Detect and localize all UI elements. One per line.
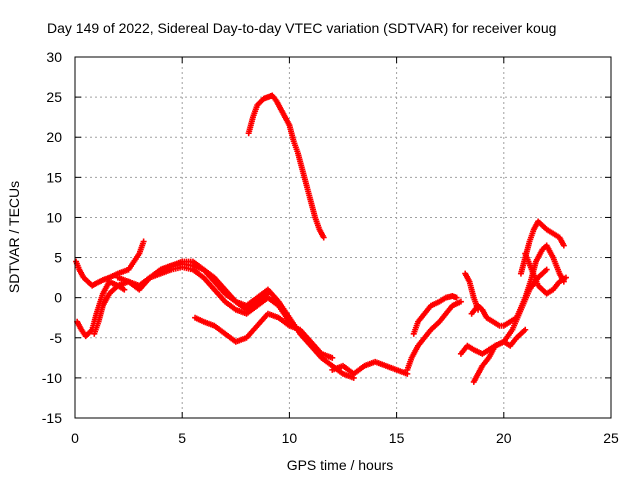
data-points [73,92,569,385]
y-tick-label: 25 [46,89,62,105]
data-point [562,274,569,281]
x-tick-label: 0 [71,430,79,446]
plot-frame [74,56,612,419]
series-arc-15 [522,250,569,297]
x-tick-label: 20 [496,430,512,446]
series-arc-16 [462,270,482,313]
x-tick-label: 15 [389,430,405,446]
series-arc-1 [73,238,147,289]
ticks: 0 5 10 15 20 25 -15 -10 -5 0 5 10 15 20 25 30 [42,49,619,446]
series-arc-12 [470,326,529,385]
data-point [475,306,482,313]
x-axis-label: GPS time / hours [287,457,394,473]
data-point [457,298,464,305]
y-tick-label: -10 [42,370,62,386]
grid [75,57,611,418]
data-point [543,266,550,273]
series-arc-7 [245,92,327,241]
x-tick-label: 25 [603,430,619,446]
y-tick-label: 5 [54,250,62,266]
y-tick-label: 30 [46,49,62,65]
y-tick-label: -15 [42,410,62,426]
y-axis-label: SDTVAR / TECUs [6,181,22,293]
y-tick-label: 15 [46,169,62,185]
series-arc-6 [192,310,336,361]
series-arc-5 [136,264,293,325]
data-point [329,354,336,361]
y-tick-label: 10 [46,209,62,225]
chart-title: Day 149 of 2022, Sidereal Day-to-day VTE… [47,20,556,36]
series-arc-9 [404,298,464,373]
data-point [522,326,529,333]
x-tick-label: 5 [178,430,186,446]
y-tick-label: 0 [54,290,62,306]
data-point [560,242,567,249]
y-tick-label: 20 [46,129,62,145]
data-point [140,238,147,245]
y-tick-label: -5 [50,330,63,346]
data-point [453,294,460,301]
x-tick-label: 10 [282,430,298,446]
data-point [121,286,128,293]
series-arc-13 [457,266,550,357]
data-point [320,234,327,241]
series-arc-8 [329,358,411,377]
series-arc-10 [410,293,460,337]
